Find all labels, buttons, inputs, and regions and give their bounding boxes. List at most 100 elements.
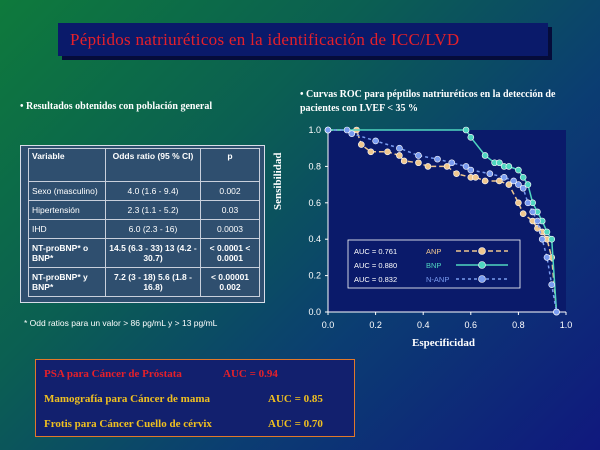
x-tick-label: 0.8	[512, 320, 525, 330]
cell-or: 7.2 (3 - 18) 5.6 (1.8 - 16.8)	[105, 267, 201, 297]
auc-item-value: AUC = 0.70	[268, 418, 323, 430]
y-tick-label: 0.2	[308, 271, 321, 281]
data-point-anp	[415, 159, 422, 167]
data-point-bnp	[548, 235, 556, 243]
data-point-anp	[396, 152, 403, 159]
data-point-anp	[400, 157, 408, 165]
data-point-n-anp	[415, 152, 422, 159]
data-point-anp	[515, 199, 522, 207]
x-tick-label: 0.2	[369, 320, 382, 330]
data-point-n-anp	[543, 254, 551, 261]
table-row: NT-proBNP* y BNP* 7.2 (3 - 18) 5.6 (1.8 …	[28, 267, 260, 297]
auc-item-label: Mamografía para Cáncer de mama	[44, 393, 210, 405]
cell-or: 14.5 (6.3 - 33) 13 (4.2 - 30.7)	[105, 238, 201, 268]
legend-marker	[478, 261, 486, 269]
data-point-n-anp	[324, 126, 332, 134]
table-row: NT-proBNP* o BNP* 14.5 (6.3 - 33) 13 (4.…	[28, 238, 260, 268]
data-point-bnp	[524, 181, 532, 188]
data-point-n-anp	[348, 130, 356, 137]
data-point-n-anp	[462, 163, 470, 170]
table-row: Sexo (masculino) 4.0 (1.6 - 9.4) 0.002	[28, 181, 260, 201]
data-point-anp	[519, 210, 527, 218]
legend-auc-label: AUC = 0.761	[354, 247, 397, 256]
data-point-anp	[384, 148, 391, 156]
cell-variable: IHD	[28, 219, 106, 239]
data-point-n-anp	[448, 159, 456, 167]
legend-marker	[478, 275, 486, 283]
y-tick-label: 0.4	[308, 234, 321, 244]
odds-table: Variable Odds ratio (95 % CI) p Sexo (ma…	[28, 148, 260, 297]
data-point-anp	[358, 141, 365, 148]
series-line-n-anp	[328, 129, 558, 313]
cell-variable: Hipertensión	[28, 200, 106, 220]
legend-marker	[478, 247, 486, 255]
data-point-anp	[443, 163, 451, 170]
cell-p: 0.0003	[200, 219, 260, 239]
legend-box	[347, 239, 521, 289]
legend-series-name: N-ANP	[426, 275, 449, 284]
header-p: p	[200, 148, 260, 182]
y-tick-label: 0.8	[308, 161, 321, 171]
y-axis-label: Sensibilidad	[272, 152, 284, 210]
data-point-n-anp	[343, 126, 351, 134]
data-point-bnp	[505, 163, 513, 170]
table-footnote: * Odd ratios para un valor > 86 pg/mL y …	[24, 318, 218, 328]
x-tick-label: 0.4	[417, 320, 430, 330]
cell-or: 4.0 (1.6 - 9.4)	[105, 181, 201, 201]
legend-series-name: BNP	[426, 261, 441, 270]
x-tick-label: 0.0	[322, 320, 335, 330]
data-point-n-anp	[486, 170, 494, 177]
table-row: Hipertensión 2.3 (1.1 - 5.2) 0.03	[28, 200, 260, 220]
data-point-bnp	[462, 126, 470, 134]
data-point-anp	[481, 177, 489, 185]
title-banner: Péptidos natriuréticos en la identificac…	[58, 23, 548, 56]
y-tick-label: 0.0	[308, 307, 321, 317]
cell-or: 2.3 (1.1 - 5.2)	[105, 200, 201, 220]
table-row: IHD 6.0 (2.3 - 16) 0.0003	[28, 219, 260, 239]
left-bullet: • Resultados obtenidos con población gen…	[20, 101, 213, 112]
table-header-row: Variable Odds ratio (95 % CI) p	[28, 148, 260, 182]
cell-p: 0.03	[200, 200, 260, 220]
data-point-bnp	[543, 228, 551, 236]
data-point-n-anp	[534, 217, 541, 225]
data-point-n-anp	[553, 308, 560, 316]
data-point-bnp	[481, 152, 489, 159]
cell-variable: NT-proBNP* o BNP*	[28, 238, 106, 268]
auc-item-label: PSA para Cáncer de Próstata	[44, 368, 182, 380]
data-point-bnp	[496, 159, 503, 167]
data-point-n-anp	[396, 144, 403, 152]
data-point-anp	[472, 174, 479, 181]
y-tick-label: 1.0	[308, 125, 321, 135]
data-point-n-anp	[467, 166, 475, 174]
data-point-bnp	[519, 174, 527, 181]
x-tick-label: 1.0	[560, 320, 573, 330]
data-point-n-anp	[538, 235, 546, 243]
header-odds-ratio: Odds ratio (95 % CI)	[105, 148, 201, 182]
legend-auc-label: AUC = 0.880	[354, 261, 397, 270]
data-point-bnp	[467, 133, 475, 141]
auc-comparison-box: PSA para Cáncer de Próstata AUC = 0.94 M…	[35, 359, 355, 437]
data-point-anp	[453, 170, 460, 177]
data-point-n-anp	[500, 174, 508, 181]
y-tick-label: 0.6	[308, 198, 321, 208]
cell-p: < 0.00001 0.002	[200, 267, 260, 297]
data-point-bnp	[515, 166, 522, 174]
data-point-anp	[505, 181, 513, 188]
cell-p: < 0.0001 < 0.0001	[200, 238, 260, 268]
data-point-n-anp	[548, 281, 556, 288]
roc-chart: 0.0 0.2 0.4 0.6 0.8 1.0 0.0 0.2 0.4 0.6 0.8 1.0 AUC …	[308, 125, 573, 330]
data-point-n-anp	[434, 155, 441, 163]
cell-variable: Sexo (masculino)	[28, 181, 106, 201]
auc-item-label: Frotis para Cáncer Cuello de cérvix	[44, 418, 212, 430]
page-title: Péptidos natriuréticos en la identificac…	[70, 29, 460, 49]
x-axis-label: Especificidad	[412, 337, 475, 349]
auc-item-value: AUC = 0.85	[268, 393, 323, 405]
right-bullet: • Curvas ROC para péptilos natriuréticos…	[300, 89, 556, 114]
data-point-n-anp	[519, 184, 527, 192]
cell-or: 6.0 (2.3 - 16)	[105, 219, 201, 239]
header-variable: Variable	[28, 148, 106, 182]
data-point-n-anp	[510, 177, 517, 185]
data-point-n-anp	[529, 208, 536, 216]
data-point-n-anp	[524, 199, 532, 207]
data-point-anp	[496, 177, 503, 185]
